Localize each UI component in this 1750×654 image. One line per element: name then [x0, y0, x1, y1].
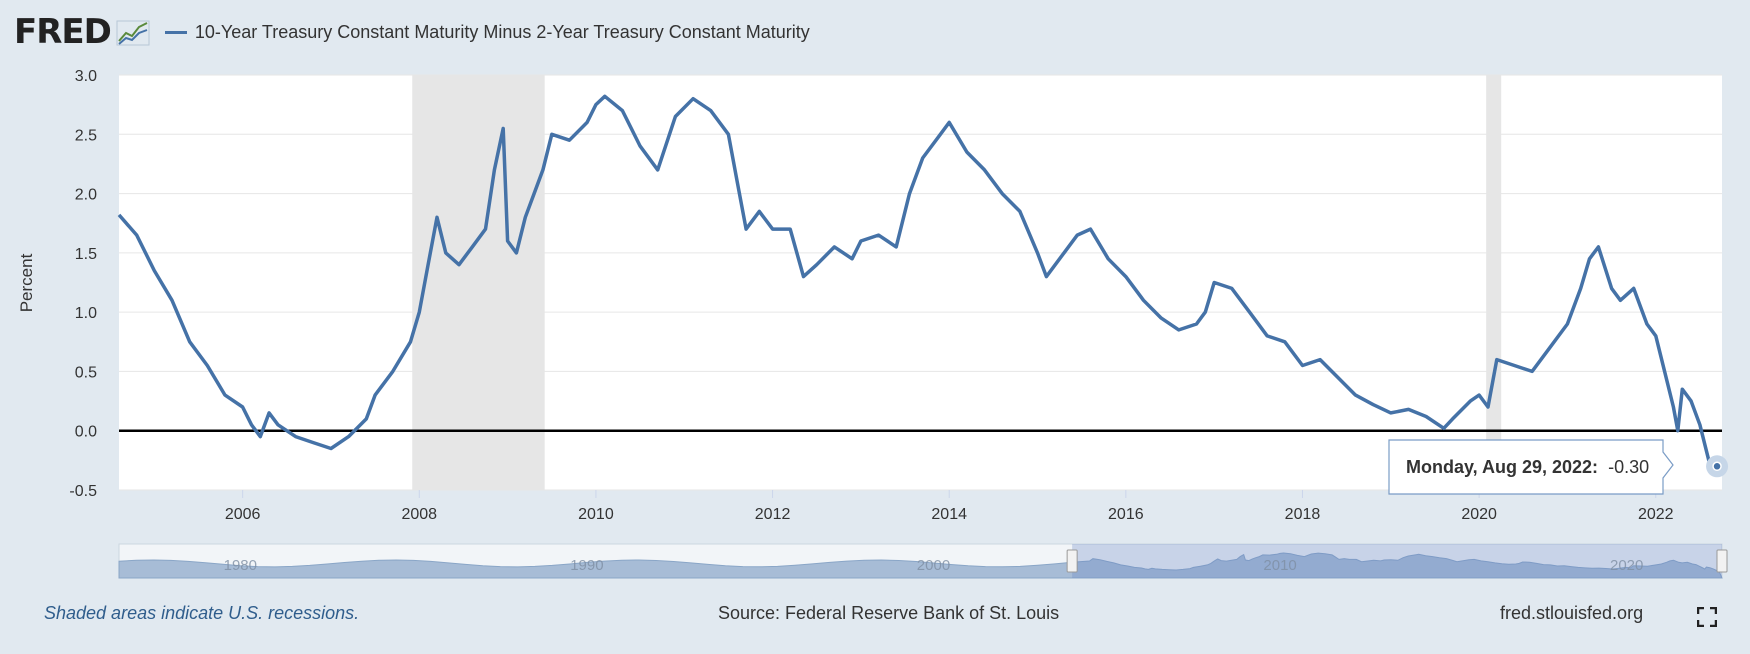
y-tick-label: 2.0: [75, 187, 97, 204]
x-tick-label: 2022: [1638, 506, 1674, 523]
y-tick-label: 3.0: [75, 68, 97, 85]
recession-band-1: [1486, 75, 1502, 490]
line-chart-icon: [116, 20, 150, 46]
y-tick-label: 2.5: [75, 127, 97, 144]
y-tick-label: 0.5: [75, 364, 97, 381]
legend-series[interactable]: 10-Year Treasury Constant Maturity Minus…: [164, 21, 810, 43]
y-tick-label: -0.5: [69, 483, 97, 500]
x-tick-label: 2010: [578, 506, 614, 523]
y-tick-label: 0.0: [75, 424, 97, 441]
source-text: Source: Federal Reserve Bank of St. Loui…: [718, 603, 1060, 623]
x-tick-label: 2012: [755, 506, 791, 523]
x-axis-ticks: 2006 2008 2010 2012 2014 2016 2018 2020 2022: [225, 490, 1674, 523]
navigator-tick-label: 2020: [1610, 557, 1643, 574]
x-tick-label: 2020: [1461, 506, 1497, 523]
fullscreen-icon[interactable]: [1697, 607, 1717, 627]
header: FRED 10-Year Treasury Constant Maturity …: [14, 14, 810, 50]
navigator-selected-range[interactable]: [1072, 544, 1722, 578]
navigator-ticks: 1980 1990 2000 2010 2020: [224, 557, 1644, 574]
navigator-tick-label: 1980: [224, 557, 257, 574]
navigator-series: [118, 552, 1723, 579]
legend-label: 10-Year Treasury Constant Maturity Minus…: [194, 21, 810, 42]
recession-shading: [412, 75, 1502, 490]
site-link[interactable]: fred.stlouisfed.org: [1500, 603, 1644, 623]
svg-text:Monday, Aug 29, 2022: -0: Monday, Aug 29, 2022: -0.30: [1406, 457, 1649, 477]
x-tick-label: 2014: [931, 506, 967, 523]
plot-background: [119, 75, 1722, 490]
x-tick-label: 2006: [225, 506, 261, 523]
x-tick-label: 2016: [1108, 506, 1144, 523]
tooltip: Monday, Aug 29, 2022: -0.30: [1388, 439, 1674, 495]
series-line[interactable]: [117, 94, 1716, 468]
navigator-handle-left[interactable]: [1066, 549, 1078, 573]
tooltip-value: -0.30: [1608, 457, 1649, 477]
x-tick-label: 2018: [1285, 506, 1321, 523]
y-axis-label: Percent: [17, 253, 36, 312]
navigator-tick-label: 2000: [917, 557, 950, 574]
x-tick-label: 2008: [401, 506, 437, 523]
fred-logo[interactable]: FRED: [14, 12, 112, 52]
navigator-tick-label: 2010: [1263, 557, 1296, 574]
recession-band-0: [412, 75, 545, 490]
tooltip-date: Monday, Aug 29, 2022:: [1406, 457, 1598, 477]
y-tick-label: 1.0: [75, 305, 97, 322]
y-tick-label: 1.5: [75, 246, 97, 263]
chart-area: 3.02.52.01.51.00.50.0-0.5 2006 2008 2010 20…: [17, 68, 1729, 579]
navigator-tick-label: 1990: [570, 557, 603, 574]
recession-note: Shaded areas indicate U.S. recessions.: [44, 603, 360, 623]
navigator-handle-right[interactable]: [1716, 549, 1728, 573]
legend-swatch: [164, 30, 187, 34]
y-axis-ticks: 3.0 2.5 2.0 1.5 1.0 0.5 0.0 -0.5: [69, 68, 97, 500]
navigator[interactable]: 1980 1990 2000 2010 2020: [118, 543, 1728, 579]
hover-point: [1712, 461, 1722, 472]
